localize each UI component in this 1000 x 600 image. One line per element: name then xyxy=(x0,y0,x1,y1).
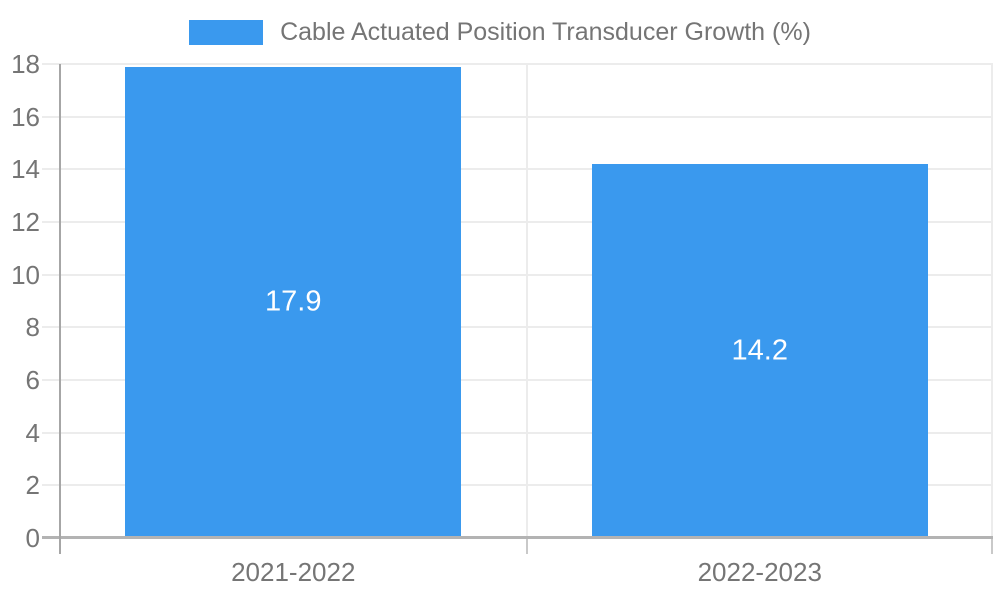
grid-line xyxy=(42,63,993,65)
y-axis-tick-label: 0 xyxy=(25,523,40,553)
grid-line xyxy=(42,484,993,487)
x-axis-tick xyxy=(525,538,528,554)
grid-line xyxy=(42,115,993,118)
y-axis-tick-label: 2 xyxy=(25,470,40,501)
grid-line xyxy=(42,379,993,381)
y-axis-tick-label: 16 xyxy=(11,101,40,132)
x-axis-tick-label: 2021-2022 xyxy=(231,557,356,587)
bar-2022-2023: 14.2 xyxy=(591,164,928,538)
bar-value-label: 14.2 xyxy=(731,334,788,367)
grid-line xyxy=(42,168,993,171)
x-axis-tick-label: 2022-2023 xyxy=(697,557,822,587)
x-axis-tick xyxy=(991,538,993,554)
y-axis-tick-label: 6 xyxy=(25,365,40,395)
grid-line xyxy=(42,221,993,223)
bar-2021-2022: 17.9 xyxy=(125,66,462,538)
legend: Cable Actuated Position Transducer Growt… xyxy=(0,19,1000,45)
category-separator xyxy=(525,64,528,538)
grid-line xyxy=(42,431,993,434)
y-axis-tick-label: 10 xyxy=(11,259,40,290)
y-axis-tick-label: 8 xyxy=(25,312,40,343)
grid-line xyxy=(42,326,993,329)
y-axis-tick-label: 14 xyxy=(11,154,40,185)
plot-right-border xyxy=(991,64,993,538)
x-axis-line xyxy=(42,536,993,539)
legend-label: Cable Actuated Position Transducer Growt… xyxy=(280,18,811,46)
grid-line xyxy=(42,273,993,276)
legend-swatch-icon xyxy=(189,19,264,45)
y-axis-tick-label: 18 xyxy=(11,49,40,79)
bar-value-label: 17.9 xyxy=(265,285,322,318)
y-axis-tick-label: 12 xyxy=(11,207,40,237)
y-axis-line xyxy=(59,64,61,554)
y-axis-tick-label: 4 xyxy=(25,417,40,448)
plot-area: 17.9 14.2 xyxy=(42,63,993,554)
